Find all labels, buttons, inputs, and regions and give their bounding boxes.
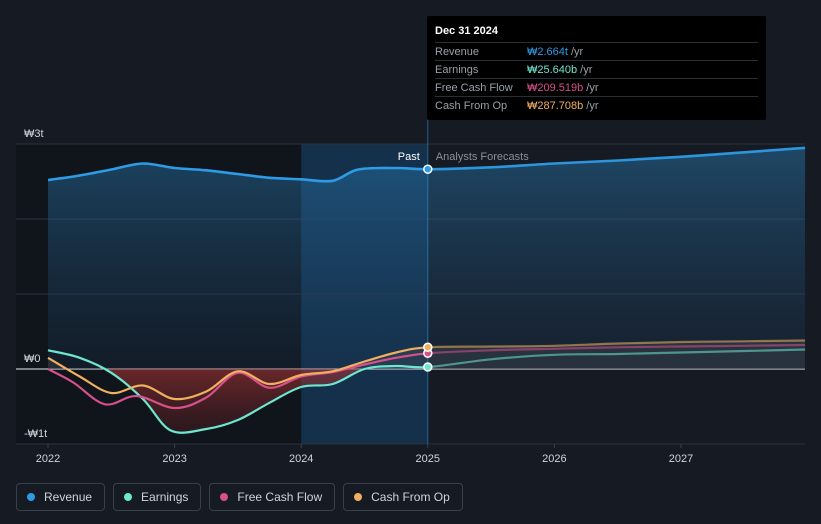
earnings-marker (423, 362, 433, 372)
tooltip-unit: /yr (586, 81, 599, 94)
y-tick-label: -₩1t (24, 428, 47, 440)
x-tick-label: 2026 (542, 453, 566, 465)
tooltip-label: Revenue (435, 45, 480, 58)
tooltip-row-earnings: Earnings ₩25.640b /yr (435, 60, 758, 78)
tooltip-label: Cash From Op (435, 99, 508, 112)
legend-dot-icon (27, 493, 35, 501)
tooltip-unit: /yr (586, 99, 599, 112)
x-tick-label: 2022 (36, 453, 60, 465)
earnings-line-past (47, 349, 428, 434)
legend-item-revenue[interactable]: Revenue (16, 483, 106, 511)
legend-item-free-cash-flow[interactable]: Free Cash Flow (209, 483, 336, 511)
tooltip-row-cash-from-op: Cash From Op ₩287.708b /yr (435, 96, 758, 114)
x-tick-label: 2025 (416, 453, 440, 465)
revenue-marker (423, 164, 433, 174)
legend-label: Free Cash Flow (237, 490, 323, 504)
chart-area: ₩3t ₩0 -₩1t 2022 2023 2024 2025 2026 2027 Past Ana… (16, 118, 806, 465)
revenue-area (48, 147, 806, 369)
legend-item-cash-from-op[interactable]: Cash From Op (343, 483, 463, 511)
tooltip-value: ₩209.519b (527, 81, 584, 94)
cash-from-op-line-forecast (427, 339, 806, 349)
tooltip-label: Earnings (435, 63, 479, 76)
cash-from-op-line-past (47, 346, 428, 401)
legend-label: Revenue (44, 490, 93, 504)
legend-item-earnings[interactable]: Earnings (113, 483, 202, 511)
revenue-line-past (47, 162, 428, 183)
legend-label: Earnings (141, 490, 189, 504)
free-cash-flow-line-forecast (427, 343, 806, 355)
legend: Revenue Earnings Free Cash Flow Cash Fro… (16, 483, 463, 513)
y-tick-label: ₩3t (24, 128, 44, 140)
past-label: Past (398, 151, 420, 163)
y-tick-label: ₩0 (24, 353, 41, 365)
tooltip-row-revenue: Revenue ₩2.664t /yr (435, 42, 758, 60)
legend-dot-icon (220, 493, 229, 501)
x-tick-label: 2023 (162, 453, 186, 465)
legend-dot-icon (124, 493, 133, 501)
x-tick-label: 2024 (289, 453, 313, 465)
forecast-label: Analysts Forecasts (436, 151, 529, 163)
tooltip-value: ₩25.640b (527, 63, 578, 76)
tooltip-value: ₩287.708b (527, 99, 584, 112)
tooltip-date: Dec 31 2024 (435, 25, 498, 37)
tooltip: Dec 31 2024 Revenue ₩2.664t /yr Earnings… (427, 16, 766, 120)
tooltip-unit: /yr (570, 45, 584, 58)
legend-label: Cash From Op (371, 490, 450, 504)
earnings-line-forecast (427, 348, 806, 369)
tooltip-value: ₩2.664t (527, 45, 568, 58)
cash-from-op-marker (423, 342, 433, 352)
tooltip-unit: /yr (580, 63, 593, 76)
legend-dot-icon (354, 493, 363, 501)
tooltip-label: Free Cash Flow (435, 81, 513, 94)
x-tick-label: 2027 (669, 453, 693, 465)
revenue-line-forecast (427, 146, 806, 171)
tooltip-row-free-cash-flow: Free Cash Flow ₩209.519b /yr (435, 78, 758, 96)
